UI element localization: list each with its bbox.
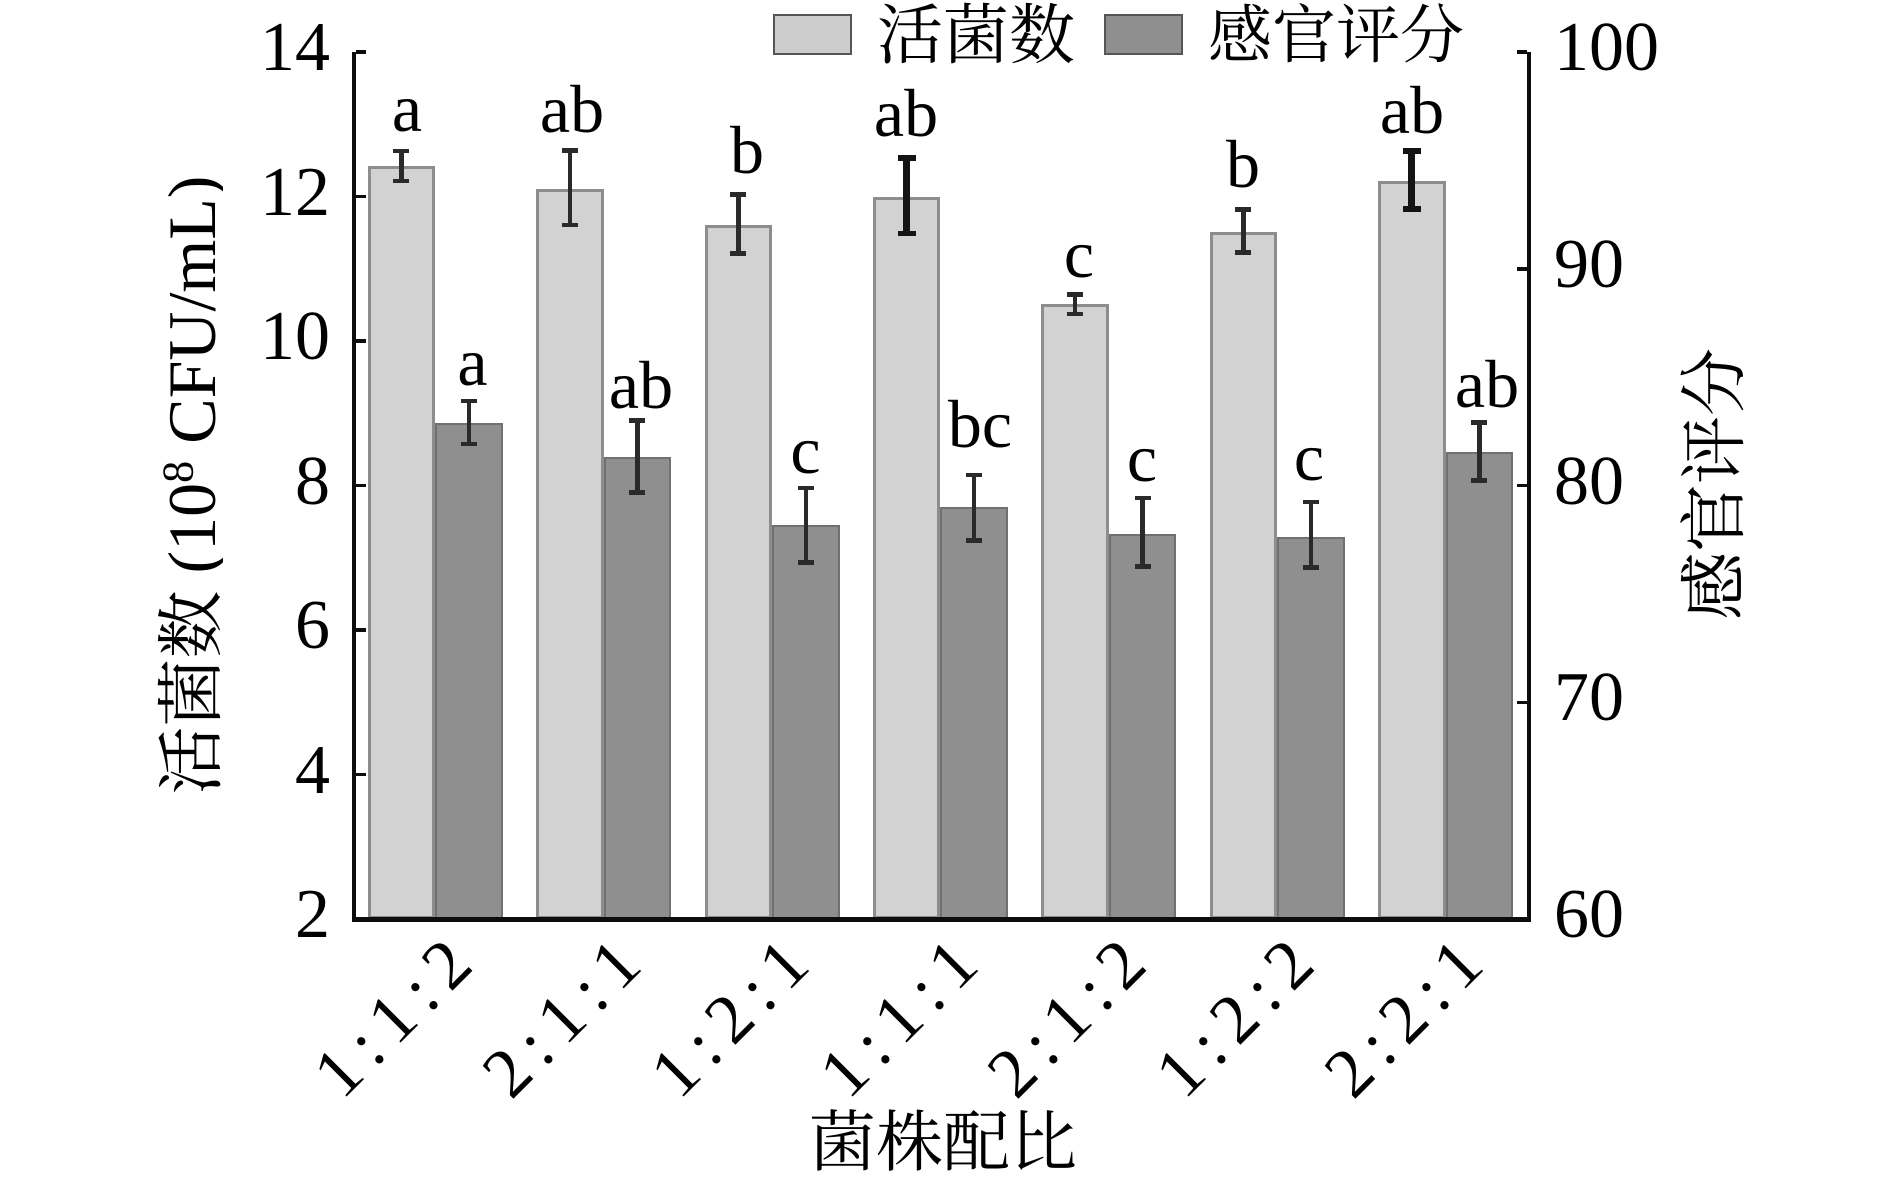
- svg-text:8: 8: [155, 460, 202, 482]
- svg-text:(10: (10: [155, 482, 223, 590]
- svg-text:CFU/mL): CFU/mL): [155, 175, 223, 460]
